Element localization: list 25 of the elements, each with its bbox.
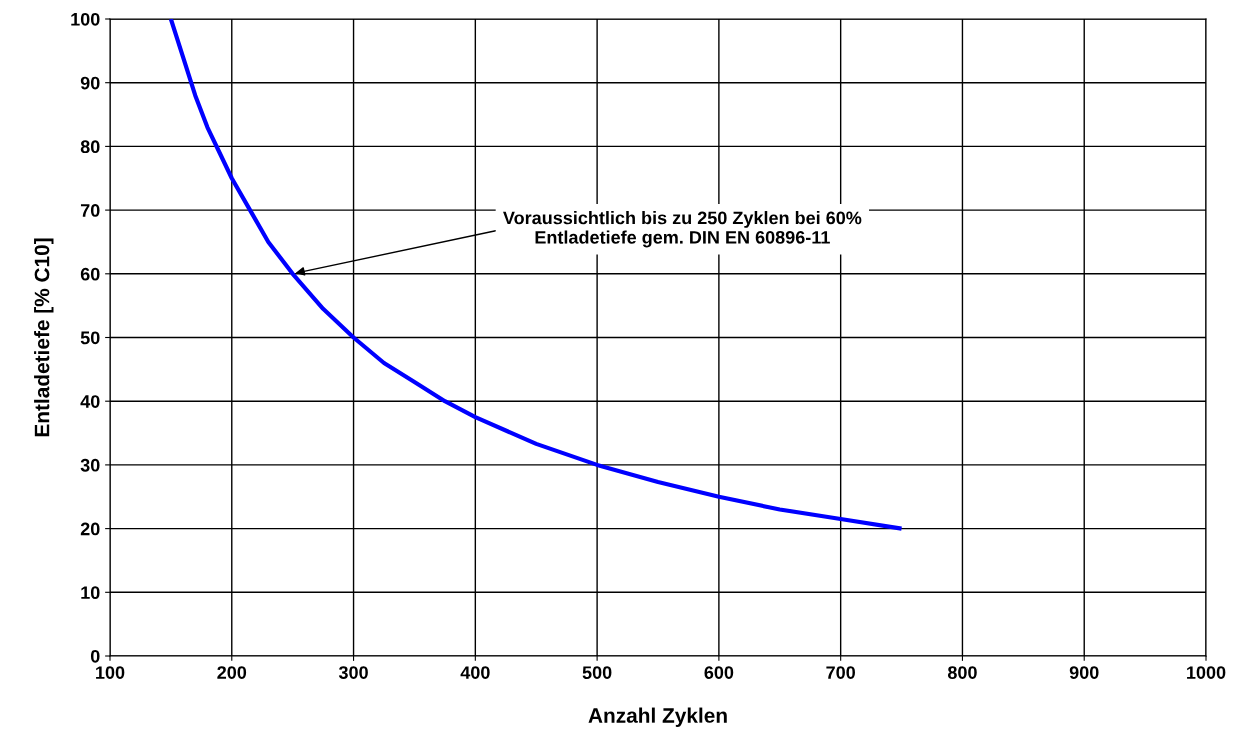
x-tick-label: 100 bbox=[96, 666, 125, 679]
y-tick-label: 0 bbox=[90, 649, 100, 663]
y-tick-label: 60 bbox=[80, 267, 100, 281]
x-tick-label: 900 bbox=[1069, 666, 1099, 679]
y-tick-label: 40 bbox=[80, 395, 100, 408]
y-tick-label: 90 bbox=[80, 76, 100, 90]
x-tick-label: 600 bbox=[704, 666, 734, 679]
y-tick-label: 70 bbox=[80, 204, 100, 217]
x-tick-label: 300 bbox=[338, 666, 368, 680]
x-tick-label: 700 bbox=[826, 666, 855, 679]
x-tick-label: 200 bbox=[217, 666, 247, 679]
x-tick-label: 500 bbox=[582, 666, 612, 679]
x-tick-label: 1000 bbox=[1187, 666, 1226, 679]
y-tick-label: 20 bbox=[80, 522, 100, 536]
x-axis-title: Anzahl Zyklen bbox=[588, 707, 727, 727]
y-axis-title: Entladetiefe [% C10] bbox=[34, 238, 54, 437]
x-tick-label: 400 bbox=[460, 666, 490, 679]
y-tick-label: 30 bbox=[80, 458, 100, 472]
x-tick-label: 800 bbox=[947, 666, 977, 679]
line-series bbox=[168, 19, 904, 531]
y-tick-label: 50 bbox=[80, 331, 100, 345]
y-tick-label: 100 bbox=[71, 12, 100, 26]
y-tick-label: 10 bbox=[81, 586, 100, 600]
y-tick-label: 80 bbox=[80, 140, 100, 154]
annotation: Voraussichtlich bis zu 250 Zyklen bei 60% Entladetiefe gem. DIN EN 60896-11 bbox=[503, 211, 862, 248]
